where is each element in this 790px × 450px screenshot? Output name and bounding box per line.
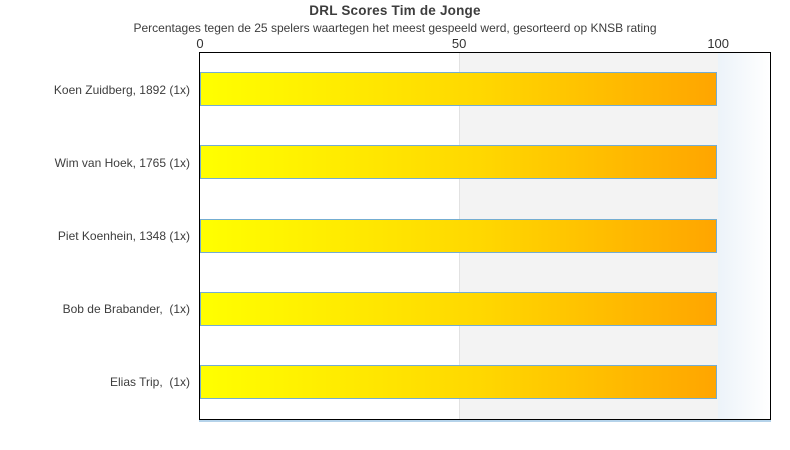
chart-title: DRL Scores Tim de Jonge	[309, 3, 481, 18]
x-tick-label-0: 0	[196, 36, 204, 51]
category-label-1: Wim van Hoek, 1765 (1x)	[54, 155, 190, 170]
plot-area	[199, 52, 771, 420]
category-label-3: Bob de Brabander, (1x)	[62, 302, 190, 317]
bar-3	[200, 291, 718, 326]
category-label-2: Piet Koenhein, 1348 (1x)	[57, 229, 190, 243]
axis-underline	[199, 420, 771, 422]
bar-0	[200, 72, 718, 107]
plot-band	[718, 53, 770, 419]
category-label-4: Elias Trip, (1x)	[109, 375, 190, 390]
category-label-0: Koen Zuidberg, 1892 (1x)	[53, 82, 190, 97]
chart-subtitle: Percentages tegen de 25 spelers waartege…	[133, 21, 657, 35]
bar-1	[200, 145, 718, 180]
bar-2	[200, 218, 718, 253]
bar-4	[200, 364, 718, 399]
x-tick-label-50: 50	[451, 36, 467, 51]
x-tick-label-100: 100	[707, 36, 730, 51]
